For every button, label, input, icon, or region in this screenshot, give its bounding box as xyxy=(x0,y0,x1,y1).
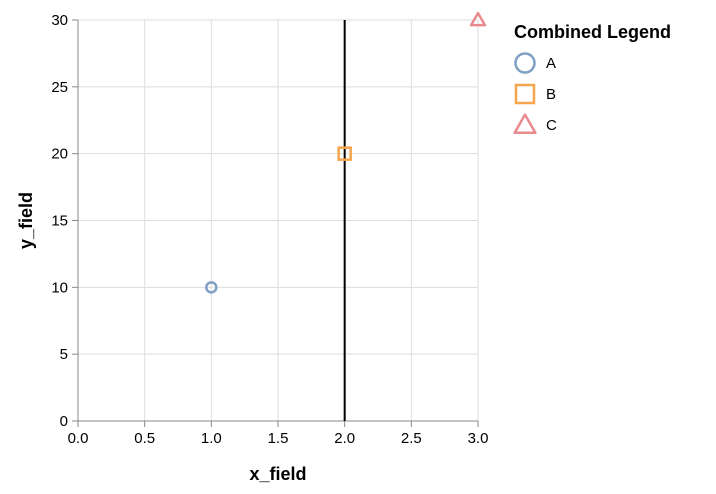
legend-symbol-circle xyxy=(514,52,536,74)
x-tick-label: 0.0 xyxy=(68,430,89,447)
legend-item-label: B xyxy=(546,86,556,103)
x-tick-label: 2.0 xyxy=(334,430,355,447)
x-tick-label: 2.5 xyxy=(401,430,422,447)
y-tick-label: 10 xyxy=(51,279,68,296)
x-axis-title: x_field xyxy=(249,464,306,484)
data-point-c-triangle xyxy=(469,11,487,27)
y-gridlines xyxy=(78,19,478,422)
legend-symbol-triangle xyxy=(513,113,537,135)
x-tick-label: 1.0 xyxy=(201,430,222,447)
legend-item-label: A xyxy=(546,55,556,72)
data-point-a-circle xyxy=(205,281,218,294)
y-tick-label: 15 xyxy=(51,213,68,230)
y-tick-label: 30 xyxy=(51,12,68,29)
x-axis-ticks: 0.0 0.5 1.0 1.5 2.0 2.5 3.0 xyxy=(68,421,489,447)
x-tick-label: 3.0 xyxy=(468,430,489,447)
x-tick-label: 1.5 xyxy=(268,430,289,447)
x-tick-label: 0.5 xyxy=(134,430,155,447)
y-tick-label: 25 xyxy=(51,79,68,96)
legend-items: ABC xyxy=(513,52,557,135)
legend-item: C xyxy=(513,113,557,135)
legend-item-label: C xyxy=(546,117,557,134)
y-axis-title: y_field xyxy=(16,192,36,249)
legend: Combined Legend ABC xyxy=(513,22,671,135)
data-point-b-square xyxy=(337,146,352,161)
y-tick-label: 5 xyxy=(60,346,68,363)
points-layer xyxy=(205,11,487,294)
legend-symbol-square xyxy=(514,83,536,105)
y-tick-label: 20 xyxy=(51,146,68,163)
y-tick-label: 0 xyxy=(60,413,68,430)
legend-item: B xyxy=(514,83,556,105)
legend-item: A xyxy=(514,52,556,74)
legend-title: Combined Legend xyxy=(514,22,671,42)
y-axis-ticks: 0 5 10 15 20 25 30 xyxy=(51,12,78,430)
